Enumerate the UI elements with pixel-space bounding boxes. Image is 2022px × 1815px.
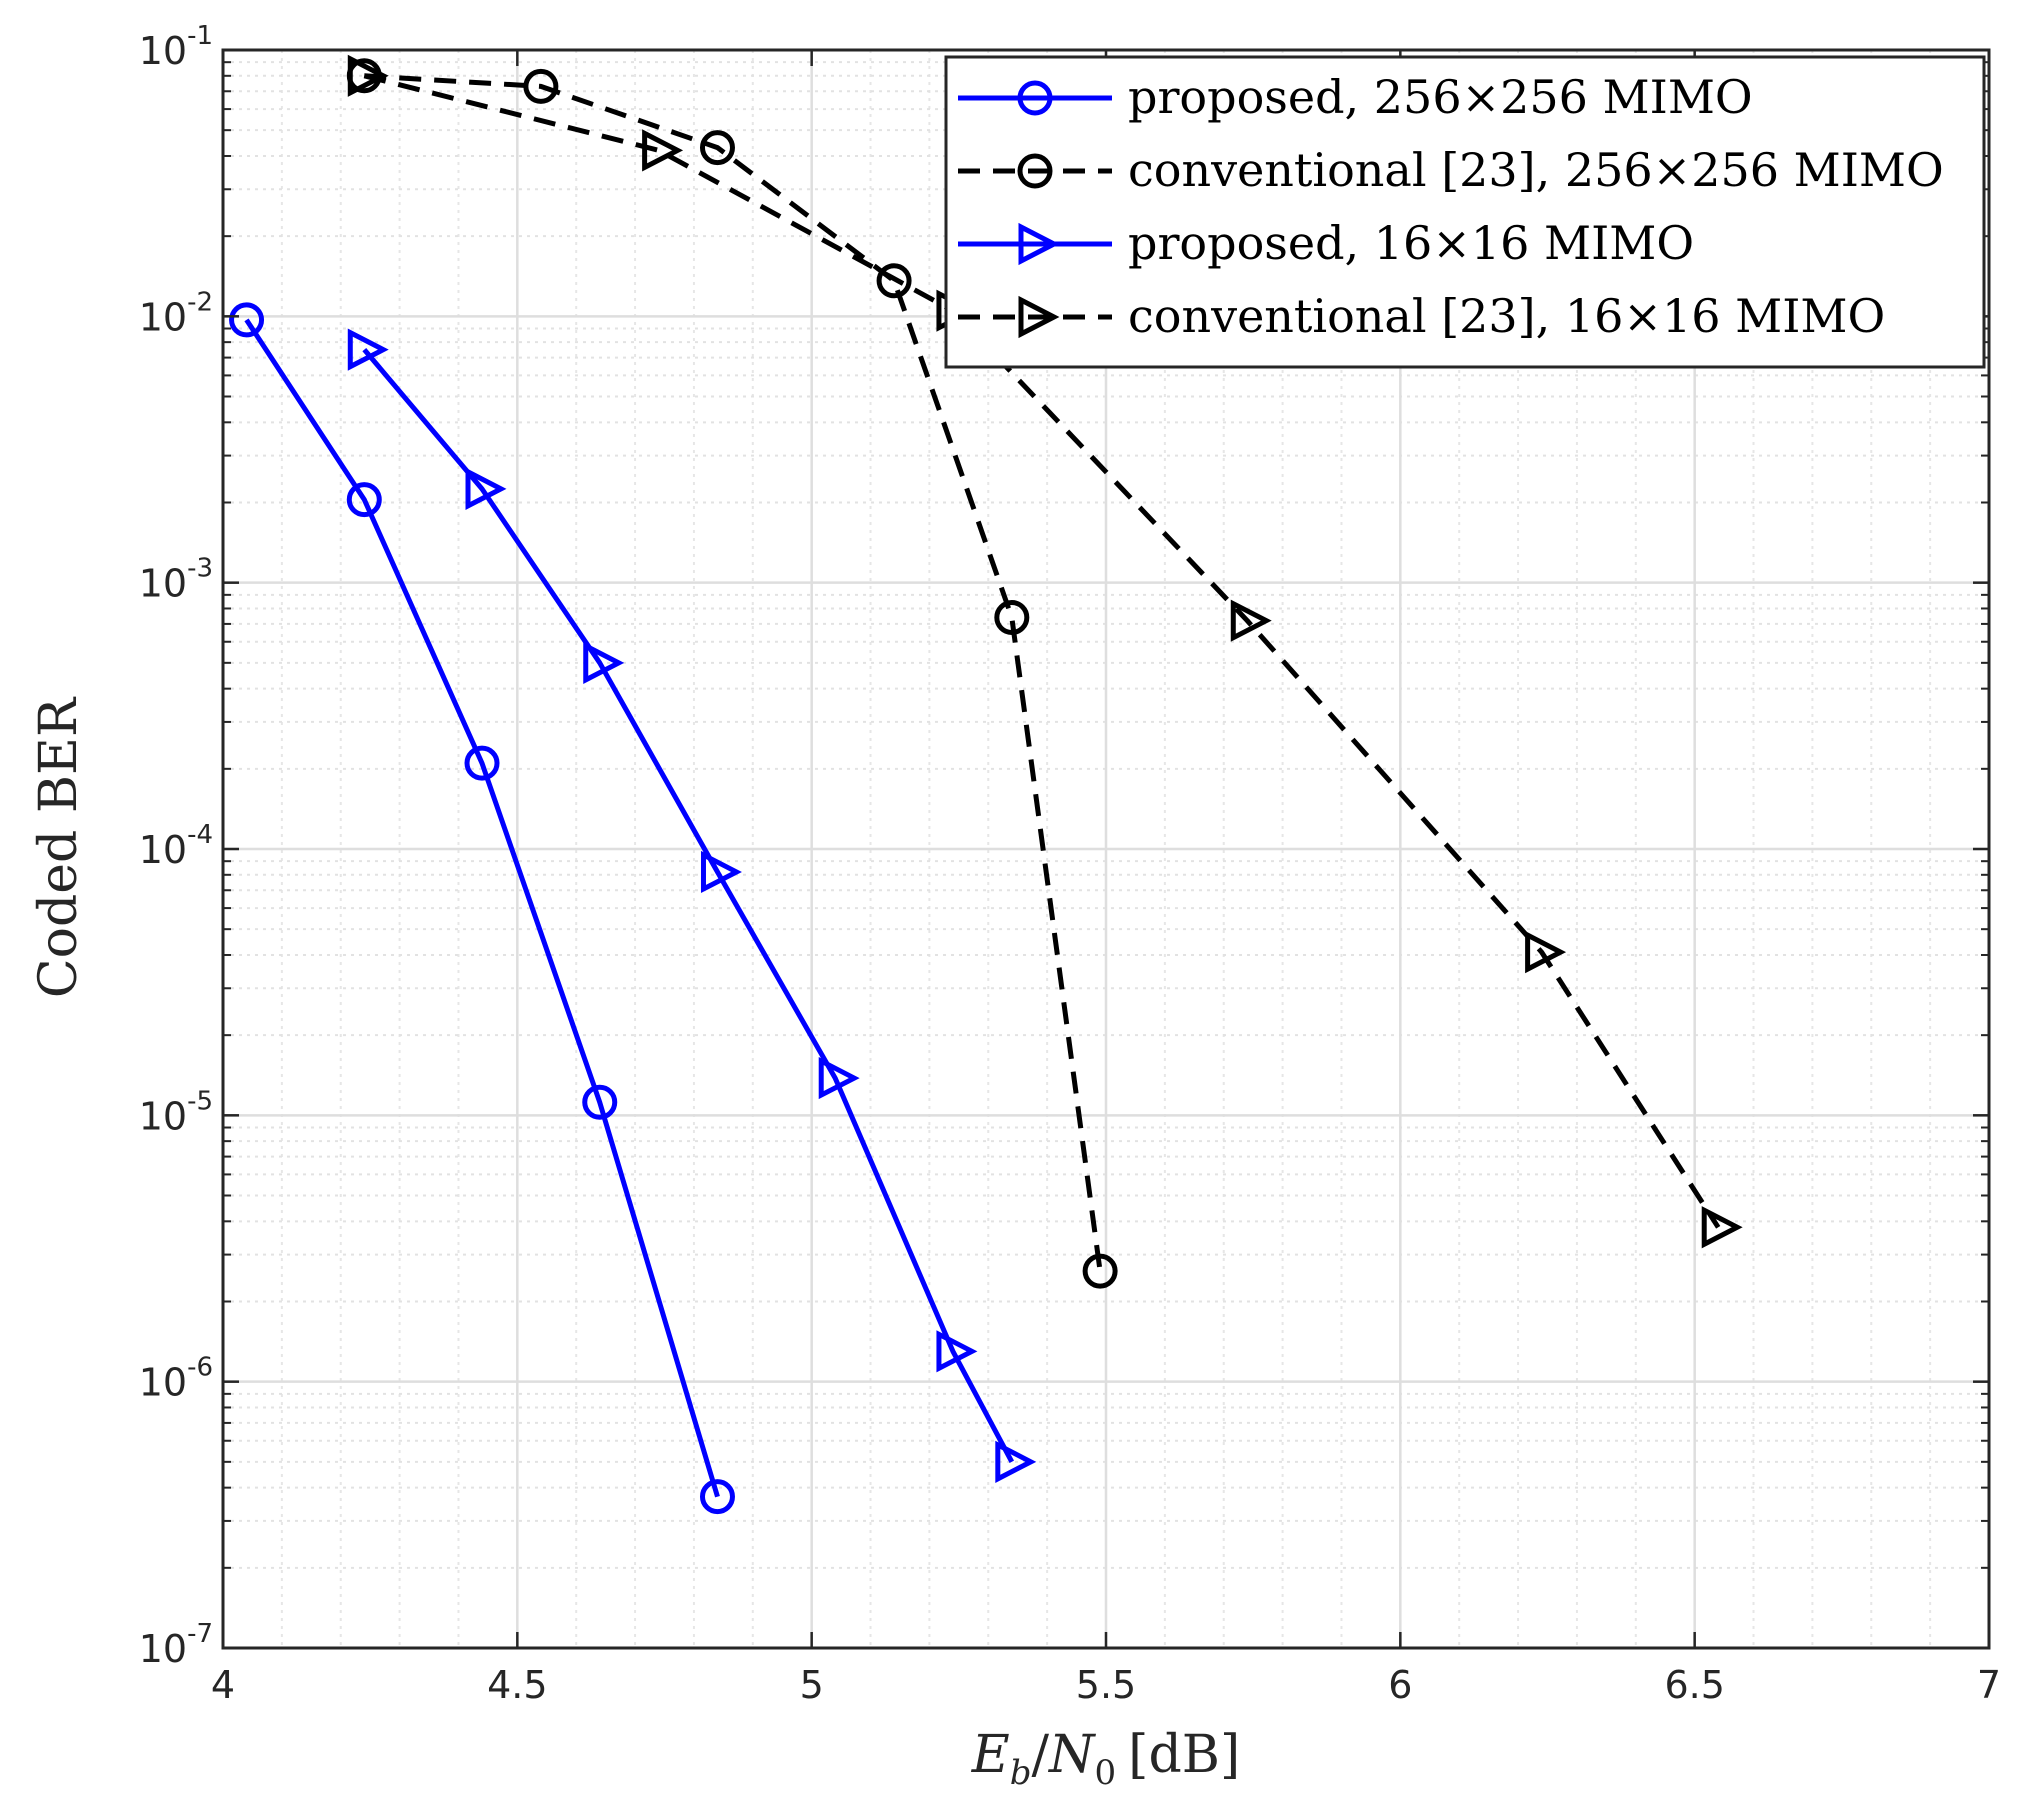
data-point-marker <box>994 599 1030 635</box>
series-2 <box>346 58 1118 1289</box>
x-tick-label: 4.5 <box>487 1663 547 1707</box>
x-axis-label: Eb/N0 [dB] <box>971 1725 1240 1793</box>
x-label-e: E <box>971 1725 1010 1785</box>
y-tick-label: 10-1 <box>139 21 213 73</box>
legend-items: proposed, 256×256 MIMO conventional [23],… <box>958 70 1944 343</box>
y-tick-label: 10-7 <box>139 1619 213 1671</box>
legend-item: conventional [23], 256×256 MIMO <box>958 143 1944 197</box>
y-tick-base: 10 <box>139 1627 187 1671</box>
data-point-marker <box>1230 599 1272 642</box>
legend-item: proposed, 256×256 MIMO <box>958 70 1753 124</box>
data-point-marker <box>229 302 265 338</box>
x-tick-label: 5 <box>800 1663 824 1707</box>
x-label-zero: 0 <box>1095 1753 1117 1793</box>
legend-label: conventional [23], 256×256 MIMO <box>1128 143 1944 197</box>
y-tick-base: 10 <box>139 828 187 872</box>
legend-marker <box>1018 295 1060 339</box>
series-line <box>363 73 1721 1229</box>
data-point-marker <box>464 745 500 781</box>
y-tick-exponent: -5 <box>187 1086 213 1116</box>
legend-box <box>944 55 1986 369</box>
x-tick-label: 6.5 <box>1664 1663 1724 1707</box>
y-tick-base: 10 <box>139 562 187 606</box>
legend-label: conventional [23], 16×16 MIMO <box>1128 289 1885 343</box>
y-axis-label: Coded BER <box>29 696 89 998</box>
data-point-marker <box>700 850 742 894</box>
y-tick-label: 10-3 <box>139 554 213 606</box>
y-tick-base: 10 <box>139 1094 187 1138</box>
series-line <box>364 73 1103 1272</box>
y-tick-base: 10 <box>139 1361 187 1405</box>
y-tick-exponent: -4 <box>187 820 213 850</box>
data-point-marker <box>523 68 559 104</box>
y-tick-base: 10 <box>139 29 187 73</box>
data-point-marker <box>583 641 625 684</box>
legend-label: proposed, 16×16 MIMO <box>1128 216 1694 270</box>
x-label-unit: [dB] <box>1128 1725 1240 1785</box>
y-tick-label: 10-2 <box>139 287 213 339</box>
data-point-marker <box>876 263 912 299</box>
y-tick-exponent: -1 <box>187 21 213 51</box>
data-point-marker <box>346 482 382 518</box>
data-point-marker <box>1082 1253 1118 1289</box>
legend-label: proposed, 256×256 MIMO <box>1128 70 1753 124</box>
series-3 <box>347 328 1037 1483</box>
x-tick-label: 5.5 <box>1076 1663 1136 1707</box>
y-tick-labels: 10-110-210-310-410-510-610-7 <box>139 21 213 1671</box>
y-tick-base: 10 <box>139 295 187 339</box>
data-point-marker <box>936 1330 978 1373</box>
y-tick-exponent: -7 <box>187 1619 213 1649</box>
legend: proposed, 256×256 MIMO conventional [23],… <box>944 55 1986 369</box>
data-point-marker <box>642 129 684 172</box>
series-layer <box>229 54 1743 1515</box>
series-line <box>362 347 1015 1463</box>
y-tick-label: 10-6 <box>139 1353 213 1405</box>
legend-marker <box>1017 80 1053 116</box>
data-point-marker <box>699 1479 735 1515</box>
y-tick-exponent: -6 <box>187 1353 213 1383</box>
series-line <box>244 318 720 1498</box>
x-tick-label: 4 <box>211 1663 235 1707</box>
data-point-marker <box>582 1084 618 1120</box>
data-point-marker <box>347 54 389 97</box>
x-tick-labels: 4 4.5 5 5.5 6 6.5 7 <box>211 1663 2001 1707</box>
data-point-marker <box>347 328 389 371</box>
legend-marker <box>1018 222 1060 266</box>
data-point-marker <box>818 1056 860 1100</box>
data-point-marker <box>995 1440 1037 1483</box>
legend-marker <box>1017 153 1053 189</box>
y-tick-exponent: -3 <box>187 554 213 584</box>
series-1 <box>229 302 735 1515</box>
axis-ticks <box>221 48 1991 1650</box>
x-tick-label: 7 <box>1977 1663 2001 1707</box>
data-point-marker <box>1525 931 1567 974</box>
legend-item: conventional [23], 16×16 MIMO <box>958 289 1885 343</box>
x-label-slash: / <box>1031 1725 1049 1785</box>
x-label-b: b <box>1010 1753 1032 1793</box>
data-point-marker <box>1701 1206 1743 1249</box>
y-tick-exponent: -2 <box>187 287 213 317</box>
data-point-marker <box>699 130 735 166</box>
x-label-n: N <box>1047 1725 1096 1785</box>
x-tick-label: 6 <box>1388 1663 1412 1707</box>
y-tick-label: 10-4 <box>139 820 213 872</box>
data-point-marker <box>465 467 507 510</box>
y-tick-label: 10-5 <box>139 1086 213 1138</box>
legend-item: proposed, 16×16 MIMO <box>958 216 1694 270</box>
